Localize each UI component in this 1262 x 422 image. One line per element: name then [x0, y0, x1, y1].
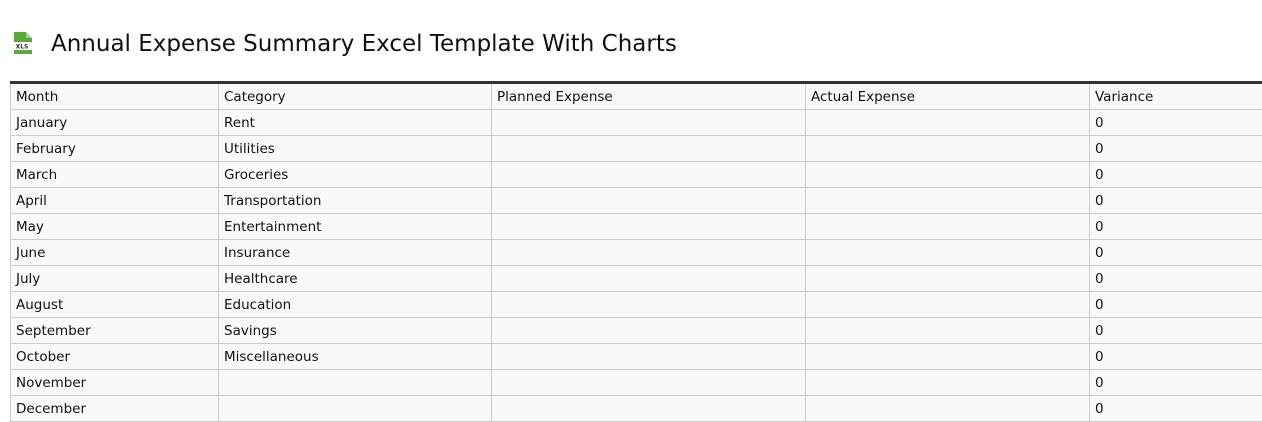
table-cell [805, 187, 1090, 214]
table-cell [805, 161, 1090, 188]
table-cell: 0 [1089, 291, 1262, 318]
table-cell: October [10, 343, 219, 370]
table-cell [805, 109, 1090, 136]
table-cell [218, 369, 492, 396]
table-row: January Rent 0 [10, 109, 1262, 136]
table-cell: Education [218, 291, 492, 318]
table-cell: Healthcare [218, 265, 492, 292]
table-cell: July [10, 265, 219, 292]
table-cell: November [10, 369, 219, 396]
table-cell [491, 291, 806, 318]
table-cell [491, 161, 806, 188]
table-cell: December [10, 395, 219, 422]
table-cell: March [10, 161, 219, 188]
file-icon: XLS [12, 32, 32, 54]
table-cell: 0 [1089, 213, 1262, 240]
table-cell [491, 317, 806, 344]
table-cell: Rent [218, 109, 492, 136]
table-cell: 0 [1089, 317, 1262, 344]
table-cell [805, 343, 1090, 370]
table-row: December 0 [10, 395, 1262, 422]
column-header: Category [218, 82, 492, 110]
table-cell: May [10, 213, 219, 240]
table-cell [491, 187, 806, 214]
table-row: September Savings 0 [10, 317, 1262, 344]
table-cell: 0 [1089, 239, 1262, 266]
table-cell [805, 213, 1090, 240]
table-cell [491, 109, 806, 136]
table-cell [805, 291, 1090, 318]
table-cell [805, 135, 1090, 162]
table-cell: February [10, 135, 219, 162]
table-cell: Transportation [218, 187, 492, 214]
table-cell [218, 395, 492, 422]
table-cell: April [10, 187, 219, 214]
table-cell: Savings [218, 317, 492, 344]
column-header: Actual Expense [805, 82, 1090, 110]
table-cell: September [10, 317, 219, 344]
table-cell [491, 239, 806, 266]
table-cell: 0 [1089, 161, 1262, 188]
table-cell [491, 395, 806, 422]
table-cell [805, 239, 1090, 266]
column-header: Variance [1089, 82, 1262, 110]
table-cell: Miscellaneous [218, 343, 492, 370]
table-cell: Entertainment [218, 213, 492, 240]
table-row: July Healthcare 0 [10, 265, 1262, 292]
svg-text:XLS: XLS [16, 44, 29, 51]
table-cell: Groceries [218, 161, 492, 188]
table-cell [491, 213, 806, 240]
table-row: November 0 [10, 369, 1262, 396]
table-cell: 0 [1089, 265, 1262, 292]
table-cell: 0 [1089, 109, 1262, 136]
table-cell: August [10, 291, 219, 318]
table-cell: 0 [1089, 369, 1262, 396]
table-row: February Utilities 0 [10, 135, 1262, 162]
table-row: April Transportation 0 [10, 187, 1262, 214]
column-header: Planned Expense [491, 82, 806, 110]
table-cell [491, 343, 806, 370]
table-cell [491, 135, 806, 162]
page-title: Annual Expense Summary Excel Template Wi… [51, 31, 677, 57]
table-cell: June [10, 239, 219, 266]
table-cell [805, 317, 1090, 344]
table-cell: 0 [1089, 343, 1262, 370]
column-header: Month [10, 82, 219, 110]
table-cell [805, 369, 1090, 396]
table-cell [491, 265, 806, 292]
table-cell: Utilities [218, 135, 492, 162]
table-cell: January [10, 109, 219, 136]
table-cell [805, 265, 1090, 292]
table-row: October Miscellaneous 0 [10, 343, 1262, 370]
table-cell: 0 [1089, 135, 1262, 162]
table-cell: Insurance [218, 239, 492, 266]
table-cell [805, 395, 1090, 422]
table-row: June Insurance 0 [10, 239, 1262, 266]
header-row: Month Category Planned Expense Actual Expen… [10, 82, 1262, 110]
table-cell: 0 [1089, 395, 1262, 422]
expense-table: Month Category Planned Expense Actual Expen… [10, 81, 1262, 422]
table-row: August Education 0 [10, 291, 1262, 318]
table-row: March Groceries 0 [10, 161, 1262, 188]
table-row: May Entertainment 0 [10, 213, 1262, 240]
table-cell [491, 369, 806, 396]
table-cell: 0 [1089, 187, 1262, 214]
